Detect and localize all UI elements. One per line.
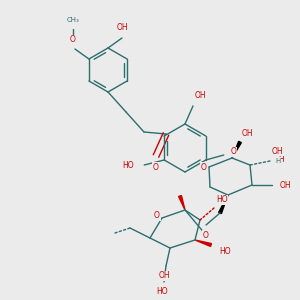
Polygon shape	[219, 195, 228, 214]
Polygon shape	[178, 196, 185, 210]
Polygon shape	[232, 141, 241, 158]
Text: HO: HO	[156, 287, 168, 296]
Text: O: O	[153, 163, 159, 172]
Text: OH: OH	[280, 181, 292, 190]
Text: OH: OH	[195, 92, 207, 100]
Text: H: H	[278, 154, 284, 164]
Text: OH: OH	[158, 272, 170, 280]
Text: HO: HO	[123, 160, 134, 169]
Text: O: O	[154, 212, 160, 220]
Text: OH: OH	[272, 146, 284, 155]
Polygon shape	[195, 240, 211, 246]
Text: OH: OH	[116, 23, 128, 32]
Text: O: O	[231, 148, 237, 157]
Text: H: H	[275, 158, 281, 164]
Text: HO: HO	[216, 196, 228, 205]
Text: OH: OH	[242, 130, 254, 139]
Text: O: O	[201, 163, 207, 172]
Text: O: O	[203, 230, 209, 239]
Text: HO: HO	[219, 248, 231, 256]
Text: CH₃: CH₃	[67, 17, 79, 23]
Text: O: O	[70, 35, 76, 44]
